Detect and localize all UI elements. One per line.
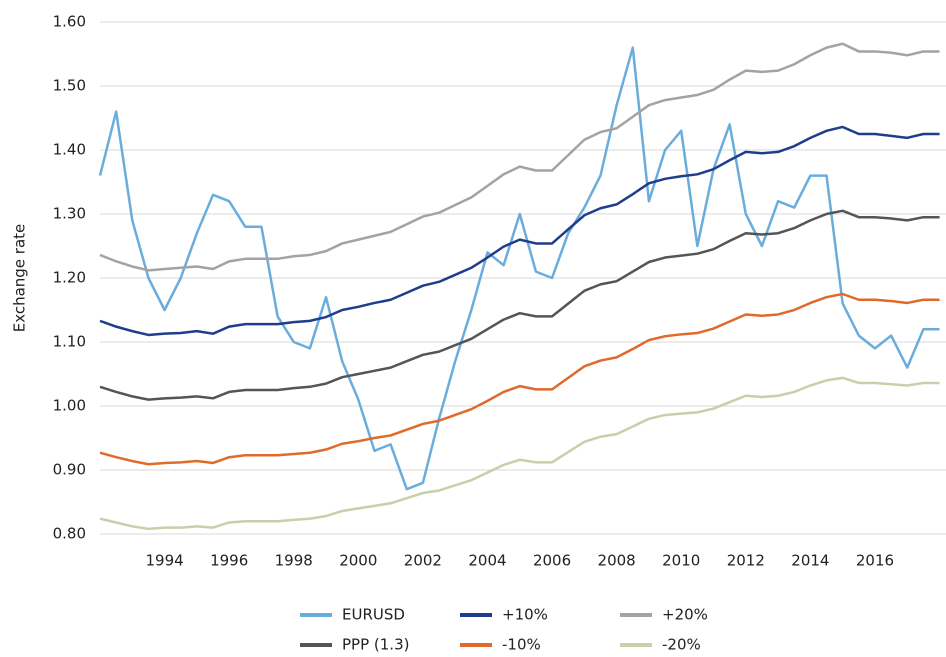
legend-label: -20%: [662, 636, 701, 654]
x-tick-label: 1998: [275, 552, 313, 570]
series-line: [99, 209, 940, 401]
legend-label: +20%: [662, 606, 708, 624]
y-tick-label: 1.10: [53, 333, 86, 351]
y-tick-label: 0.90: [53, 461, 86, 479]
x-tick-label: 2008: [598, 552, 636, 570]
series-line: [99, 125, 940, 337]
x-tick-label: 1996: [210, 552, 248, 570]
y-tick-label: 1.20: [53, 269, 86, 287]
series-line: [98, 46, 940, 491]
legend-label: +10%: [502, 606, 548, 624]
x-tick-label: 2000: [339, 552, 377, 570]
series-line: [99, 376, 940, 531]
y-tick-label: 0.80: [53, 525, 86, 543]
x-tick-label: 2010: [662, 552, 700, 570]
x-tick-label: 2002: [404, 552, 442, 570]
y-tick-label: 1.30: [53, 205, 86, 223]
x-tick-label: 1994: [145, 552, 183, 570]
legend-label: EURUSD: [342, 606, 405, 624]
y-axis-title: Exchange rate: [11, 224, 29, 333]
x-tick-label: 2004: [468, 552, 506, 570]
x-tick-label: 2016: [856, 552, 894, 570]
legend-label: PPP (1.3): [342, 636, 409, 654]
y-tick-label: 1.50: [53, 77, 86, 95]
legend-label: -10%: [502, 636, 541, 654]
y-tick-label: 1.40: [53, 141, 86, 159]
x-tick-label: 2006: [533, 552, 571, 570]
series-line: [99, 42, 940, 272]
y-tick-label: 1.00: [53, 397, 86, 415]
x-tick-label: 2014: [791, 552, 829, 570]
x-tick-label: 2012: [727, 552, 765, 570]
y-tick-label: 1.60: [53, 13, 86, 31]
series-line: [99, 292, 940, 466]
